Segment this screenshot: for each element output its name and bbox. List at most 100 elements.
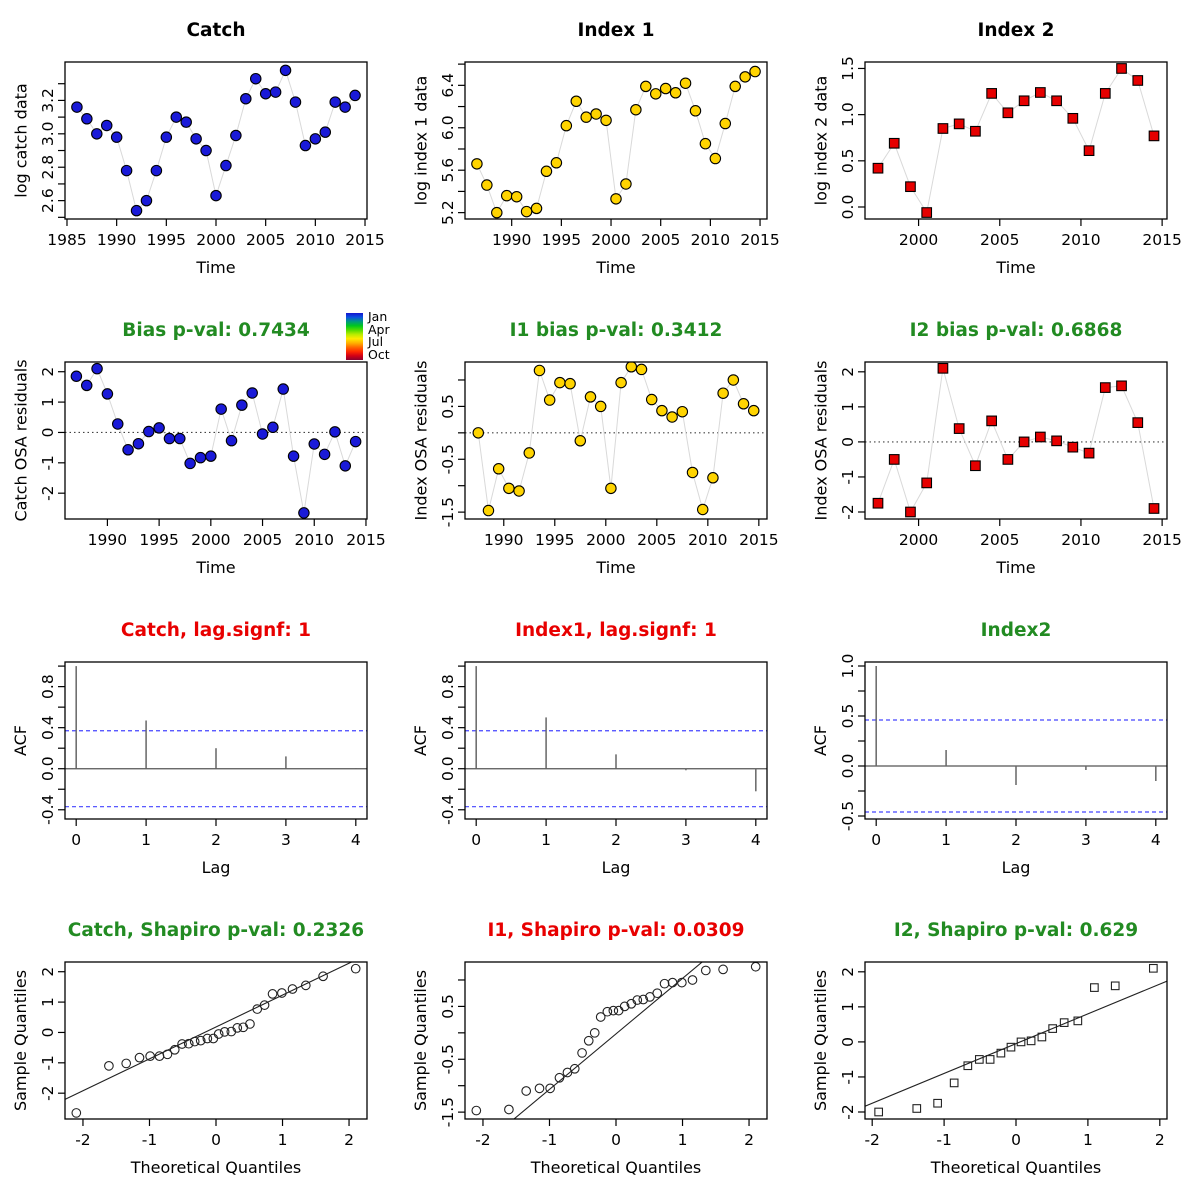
svg-text:2: 2 [1011,831,1021,849]
svg-text:1995: 1995 [139,531,178,549]
x-axis-label: Time [596,558,636,577]
svg-text:3: 3 [1081,831,1091,849]
legend-label: Jan [368,309,388,324]
svg-text:6.4: 6.4 [439,73,457,98]
panel-index1-acf: Index1, lag.signf: 1 ACF 0 1 2 3 4 -0.4 0.0 0.4… [400,600,800,900]
svg-text:2: 2 [839,967,857,977]
panel-title: Catch, lag.signf: 1 [120,620,312,641]
svg-text:-1: -1 [839,1069,857,1084]
x-axis-label: Time [196,258,236,277]
svg-text:-1: -1 [542,1131,557,1149]
svg-text:1990: 1990 [484,531,523,549]
svg-text:2015: 2015 [740,231,779,249]
svg-text:1: 1 [39,397,57,407]
svg-text:2: 2 [39,367,57,377]
svg-text:2: 2 [39,967,57,977]
svg-text:2010: 2010 [688,531,727,549]
svg-text:4: 4 [351,831,361,849]
svg-text:0: 0 [1011,1131,1021,1149]
legend-label: Oct [368,346,390,362]
svg-text:2010: 2010 [691,231,730,249]
svg-text:-1.5: -1.5 [439,497,457,527]
panel-title: I1 bias p-val: 0.3412 [509,320,723,341]
season-legend-labels: Jan Apr Jul Oct [368,309,390,362]
svg-text:3: 3 [281,831,291,849]
panel-catch-acf: Catch, lag.signf: 1 ACF 0 1 2 3 4 -0.4 0.0 0.4 0… [0,600,400,900]
svg-text:-1: -1 [936,1131,951,1149]
index2-residuals-plot: 2000 2005 2010 2015 -2 -1 0 1 2 [839,361,1182,549]
svg-text:2.8: 2.8 [39,155,57,180]
panel-i2-qq: I2, Shapiro p-val: 0.629 Sample Quantile… [800,900,1200,1200]
svg-text:1990: 1990 [88,531,127,549]
index2-data-plot: 2000 2005 2010 2015 0.0 0.5 1.0 1.5 [839,56,1182,249]
svg-text:2010: 2010 [1061,231,1100,249]
svg-text:0.5: 0.5 [839,148,857,173]
svg-text:0: 0 [839,437,857,447]
svg-text:0.0: 0.0 [839,754,857,779]
panel-catch-bias: Bias p-val: 0.7434 Catch OSA residuals 1… [0,300,400,600]
svg-text:2000: 2000 [191,531,230,549]
x-axis-label: Time [996,558,1036,577]
svg-text:-1: -1 [39,455,57,470]
svg-text:2015: 2015 [345,231,384,249]
panel-title: Index1, lag.signf: 1 [515,620,717,641]
index1-acf-plot: 0 1 2 3 4 -0.4 0.0 0.4 0.8 [439,661,768,849]
svg-text:0.5: 0.5 [839,704,857,729]
svg-text:2: 2 [839,367,857,377]
panel-title: Index2 [980,620,1052,641]
panel-title: Index 2 [977,20,1055,41]
panel-i2-bias: I2 bias p-val: 0.6868 Index OSA residual… [800,300,1200,600]
svg-text:2015: 2015 [346,531,385,549]
svg-text:-2: -2 [839,504,857,519]
svg-text:1: 1 [678,1131,688,1149]
svg-text:2010: 2010 [1061,531,1100,549]
svg-text:1985: 1985 [47,231,86,249]
svg-text:-0.5: -0.5 [439,1044,457,1074]
svg-text:4: 4 [751,831,761,849]
svg-text:-2: -2 [39,485,57,500]
svg-text:2015: 2015 [739,531,778,549]
svg-text:0: 0 [39,428,57,438]
panel-catch-qq: Catch, Shapiro p-val: 0.2326 Sample Quan… [0,900,400,1200]
x-axis-label: Time [196,558,236,577]
svg-text:2: 2 [211,831,221,849]
panel-title: I2, Shapiro p-val: 0.629 [893,920,1139,941]
svg-text:2: 2 [744,1131,754,1149]
catch-data-plot: 1985 1990 1995 2000 2005 2010 2015 2.6 2.8 3.0 3.2 [39,61,385,249]
index2-qq-plot: -2 -1 0 1 2 -2 -1 0 1 2 [839,961,1168,1149]
svg-text:0.0: 0.0 [439,756,457,781]
svg-text:2000: 2000 [899,231,938,249]
svg-text:2005: 2005 [641,231,680,249]
svg-text:0.4: 0.4 [39,715,57,740]
panel-i1-qq: I1, Shapiro p-val: 0.0309 Sample Quantil… [400,900,800,1200]
svg-text:1990: 1990 [97,231,136,249]
panel-catch-data: Catch log catch data 1985 1990 1995 2000 200… [0,0,400,300]
catch-acf-plot: 0 1 2 3 4 -0.4 0.0 0.4 0.8 [39,661,368,849]
svg-text:2.6: 2.6 [39,188,57,213]
x-axis-label: Theoretical Quantiles [130,1158,302,1177]
svg-text:1: 1 [141,831,151,849]
svg-text:-0.4: -0.4 [439,795,457,825]
index1-residuals-plot: 1990 1995 2000 2005 2010 2015 -1.5 -0.5 0.5 [439,361,779,549]
svg-text:0: 0 [871,831,881,849]
panel-title: I2 bias p-val: 0.6868 [909,320,1123,341]
svg-text:-0.5: -0.5 [839,801,857,831]
panel-index2-data: Index 2 log index 2 data 2000 2005 2010 201… [800,0,1200,300]
panel-index1-data: Index 1 log index 1 data 1990 1995 2000 200… [400,0,800,300]
svg-text:0: 0 [39,1028,57,1038]
svg-text:2005: 2005 [980,531,1019,549]
svg-text:-2: -2 [839,1104,857,1119]
svg-text:0: 0 [211,1131,221,1149]
svg-text:1: 1 [839,402,857,412]
panel-title: Index 1 [577,20,655,41]
svg-text:3: 3 [681,831,691,849]
svg-text:1: 1 [541,831,551,849]
svg-text:1.5: 1.5 [839,56,857,81]
panel-title: Bias p-val: 0.7434 [122,320,310,341]
svg-text:0.8: 0.8 [439,674,457,699]
svg-text:0.4: 0.4 [439,715,457,740]
svg-text:1995: 1995 [542,231,581,249]
svg-text:5.2: 5.2 [439,200,457,225]
panel-title: Catch, Shapiro p-val: 0.2326 [67,920,365,941]
